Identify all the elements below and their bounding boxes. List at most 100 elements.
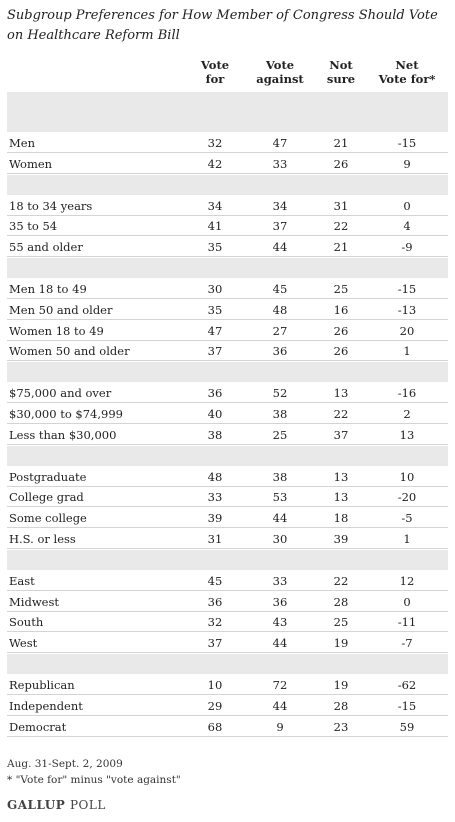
row-value: 34 [207, 198, 223, 213]
row-value: 9 [276, 719, 284, 734]
row-value: 19 [333, 636, 349, 651]
row-value: 48 [207, 469, 223, 484]
row-label: Less than $30,000 [9, 427, 117, 442]
row-value: 31 [207, 532, 223, 546]
row-value: 44 [272, 636, 288, 651]
row-value: 4 [403, 219, 411, 234]
group-separator [7, 258, 448, 278]
row-label: Women 50 and older [9, 344, 130, 359]
table-row: $75,000 and over 36 52 13 -16 [7, 383, 448, 404]
row-value: 38 [272, 407, 288, 421]
row-value: 47 [272, 136, 288, 150]
group-separator [7, 549, 448, 570]
row-value: -15 [397, 282, 417, 296]
row-value: 25 [333, 615, 349, 630]
row-value: -11 [397, 615, 417, 630]
row-value: 0 [403, 198, 411, 213]
row-value: 45 [272, 282, 288, 296]
row-label: Women 18 to 49 [9, 323, 104, 338]
header-not-sure-line1: Not [329, 58, 353, 72]
group-separator [7, 445, 448, 466]
row-value: 39 [207, 511, 223, 526]
table-row: Midwest 36 36 28 0 [7, 592, 448, 612]
row-label: Midwest [9, 594, 59, 609]
row-label: Democrat [9, 719, 67, 734]
row-value: 33 [272, 573, 288, 588]
gallup-logo: GALLUP POLL [7, 798, 106, 812]
row-label: 18 to 34 years [9, 198, 93, 213]
row-value: 25 [333, 282, 349, 296]
table-row: College grad 33 53 13 -20 [7, 487, 448, 508]
group-separator [7, 92, 448, 112]
row-label: 55 and older [9, 240, 83, 255]
row-value: 44 [272, 698, 288, 713]
row-value: 38 [207, 427, 223, 442]
table-row: Some college 39 44 18 -5 [7, 508, 448, 529]
row-value: -5 [401, 511, 413, 526]
row-value: 25 [272, 427, 288, 442]
row-value: -16 [397, 386, 417, 401]
table-row: Men 50 and older 35 48 16 -13 [7, 300, 448, 320]
header-not-sure: Not sure [321, 58, 361, 86]
row-value: 22 [333, 573, 349, 588]
header-vote-against-line1: Vote [265, 58, 295, 72]
row-value: 32 [207, 136, 223, 150]
row-value: 43 [272, 615, 288, 630]
row-value: 10 [207, 678, 223, 692]
table-row: Men 18 to 49 30 45 25 -15 [7, 279, 448, 299]
table-row: Independent 29 44 28 -15 [7, 696, 448, 716]
row-label: Women [9, 156, 53, 171]
row-value: -20 [397, 490, 417, 505]
row-label: $75,000 and over [9, 386, 112, 401]
group-separator [7, 174, 448, 195]
logo-suffix: POLL [69, 798, 106, 812]
row-value: 37 [207, 344, 223, 359]
header-net-line1: Net [395, 58, 419, 72]
row-value: 30 [207, 282, 223, 296]
row-value: 37 [272, 219, 288, 234]
table-row: West 37 44 19 -7 [7, 633, 448, 654]
row-label: East [9, 573, 35, 588]
row-value: 26 [333, 323, 349, 338]
row-label: H.S. or less [9, 532, 76, 546]
row-value: 37 [207, 636, 223, 651]
header-vote-for-line2: for [205, 72, 225, 86]
row-value: 32 [207, 615, 223, 630]
row-value: 13 [333, 386, 349, 401]
footer-date: Aug. 31-Sept. 2, 2009 [7, 758, 123, 770]
row-label: College grad [9, 490, 84, 505]
row-value: 0 [403, 594, 411, 609]
row-label: Independent [9, 698, 83, 713]
row-value: 44 [272, 240, 288, 255]
row-value: 38 [272, 469, 288, 484]
row-value: 37 [333, 427, 349, 442]
table-row: Postgraduate 48 38 13 10 [7, 467, 448, 487]
row-value: 28 [333, 698, 349, 713]
row-value: 26 [333, 344, 349, 359]
table-row: Women 42 33 26 9 [7, 154, 448, 174]
row-value: -15 [397, 136, 417, 150]
row-value: 36 [272, 594, 288, 609]
row-value: 36 [272, 344, 288, 359]
row-value: 20 [399, 323, 415, 338]
row-value: 27 [272, 323, 288, 338]
table-row: H.S. or less 31 30 39 1 [7, 529, 448, 549]
row-value: 12 [399, 573, 415, 588]
row-value: 45 [207, 573, 223, 588]
row-label: $30,000 to $74,999 [9, 407, 123, 421]
row-label: Men [9, 136, 35, 150]
group-separator [7, 362, 448, 383]
row-value: 22 [333, 407, 349, 421]
row-value: 47 [207, 323, 223, 338]
row-value: 44 [272, 511, 288, 526]
row-value: 26 [333, 156, 349, 171]
row-value: 39 [333, 532, 349, 546]
group-separator [7, 112, 448, 132]
table-row: Women 50 and older 37 36 26 1 [7, 341, 448, 362]
header-vote-against-line2: against [256, 72, 304, 86]
header-vote-against: Vote against [250, 58, 310, 86]
row-label: Men 18 to 49 [9, 282, 87, 296]
row-value: 13 [399, 427, 415, 442]
row-value: 19 [333, 678, 349, 692]
